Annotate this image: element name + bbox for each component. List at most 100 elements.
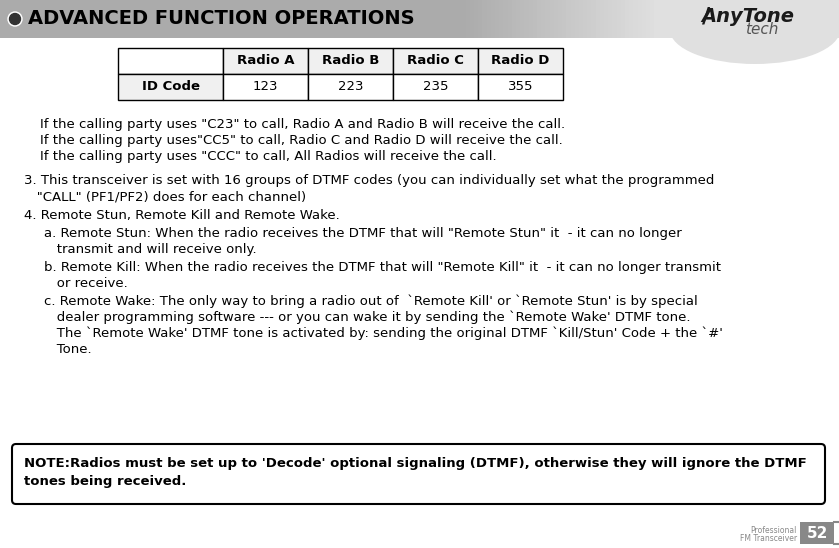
Bar	[478, 48, 563, 74]
Bar	[524, 0, 529, 38]
Bar	[365, 0, 369, 38]
Bar	[537, 0, 541, 38]
Bar	[642, 0, 646, 38]
Bar	[726, 0, 730, 38]
Bar	[822, 0, 826, 38]
Bar	[55, 0, 59, 38]
Bar	[831, 0, 835, 38]
Bar	[373, 0, 378, 38]
Bar	[730, 0, 734, 38]
Text: 3. This transceiver is set with 16 groups of DTMF codes (you can individually se: 3. This transceiver is set with 16 group…	[24, 174, 714, 187]
Bar	[604, 0, 608, 38]
Text: FM Transceiver: FM Transceiver	[740, 534, 797, 543]
Text: dealer programming software --- or you can wake it by sending the `Remote Wake' : dealer programming software --- or you c…	[44, 311, 690, 324]
Bar	[646, 0, 650, 38]
Text: The `Remote Wake' DTMF tone is activated by: sending the original DTMF `Kill/Stu: The `Remote Wake' DTMF tone is activated…	[44, 327, 723, 340]
Bar	[688, 0, 692, 38]
Text: "CALL" (PF1/PF2) does for each channel): "CALL" (PF1/PF2) does for each channel)	[24, 190, 306, 203]
Bar	[235, 0, 239, 38]
Bar	[352, 0, 357, 38]
Bar	[692, 0, 696, 38]
Bar	[390, 0, 394, 38]
Bar	[46, 0, 50, 38]
Bar	[629, 0, 633, 38]
Bar	[445, 0, 449, 38]
Bar	[84, 0, 88, 38]
Bar	[541, 0, 545, 38]
Bar	[17, 0, 21, 38]
Bar	[751, 0, 755, 38]
Bar	[747, 0, 751, 38]
Bar	[759, 0, 763, 38]
Bar	[298, 0, 302, 38]
Text: 235: 235	[423, 81, 448, 94]
Bar	[319, 0, 323, 38]
Text: Radio C: Radio C	[407, 54, 464, 67]
Bar	[101, 0, 105, 38]
Bar	[713, 0, 717, 38]
Bar	[176, 0, 180, 38]
Bar	[420, 0, 424, 38]
Bar	[151, 0, 155, 38]
Circle shape	[8, 12, 22, 26]
Bar	[185, 0, 189, 38]
Bar	[625, 0, 629, 38]
Bar	[248, 0, 252, 38]
Bar	[650, 0, 654, 38]
Bar	[545, 0, 550, 38]
Text: tech: tech	[745, 22, 779, 37]
Bar	[596, 0, 600, 38]
Bar	[315, 0, 319, 38]
Bar	[768, 0, 772, 38]
Text: Tone.: Tone.	[44, 343, 91, 356]
Bar	[210, 0, 214, 38]
Bar	[71, 0, 76, 38]
Bar	[29, 0, 34, 38]
Text: If the calling party uses "C23" to call, Radio A and Radio B will receive the ca: If the calling party uses "C23" to call,…	[40, 118, 565, 131]
Bar	[180, 0, 185, 38]
Text: Professional: Professional	[751, 526, 797, 535]
Bar	[386, 0, 390, 38]
Bar	[42, 0, 46, 38]
Text: 355: 355	[508, 81, 534, 94]
Bar	[306, 0, 310, 38]
Bar	[407, 0, 411, 38]
Bar	[227, 0, 231, 38]
Bar	[88, 0, 92, 38]
Bar	[411, 0, 415, 38]
Bar	[378, 0, 382, 38]
Bar	[21, 0, 25, 38]
Bar	[784, 0, 789, 38]
Bar	[763, 0, 768, 38]
Bar	[772, 0, 776, 38]
Bar	[264, 0, 268, 38]
Bar	[403, 0, 407, 38]
Bar	[382, 0, 386, 38]
Bar	[109, 0, 113, 38]
Bar	[218, 0, 222, 38]
Bar	[512, 0, 516, 38]
Bar	[671, 0, 675, 38]
Bar	[797, 0, 801, 38]
Bar	[308, 48, 393, 74]
Bar	[800, 522, 834, 544]
Bar	[722, 0, 726, 38]
Bar	[814, 0, 818, 38]
Bar	[654, 0, 659, 38]
Bar	[25, 0, 29, 38]
Bar	[285, 0, 289, 38]
Bar	[201, 0, 206, 38]
Bar	[633, 0, 638, 38]
Text: ID Code: ID Code	[142, 81, 200, 94]
Bar	[92, 0, 96, 38]
Bar	[8, 0, 13, 38]
Text: AnyTone: AnyTone	[701, 7, 795, 26]
Bar	[466, 0, 470, 38]
Bar	[818, 0, 822, 38]
Bar	[223, 74, 308, 100]
Bar	[591, 0, 596, 38]
Bar	[499, 0, 503, 38]
Bar	[491, 0, 495, 38]
Bar	[449, 0, 453, 38]
Bar	[495, 0, 499, 38]
